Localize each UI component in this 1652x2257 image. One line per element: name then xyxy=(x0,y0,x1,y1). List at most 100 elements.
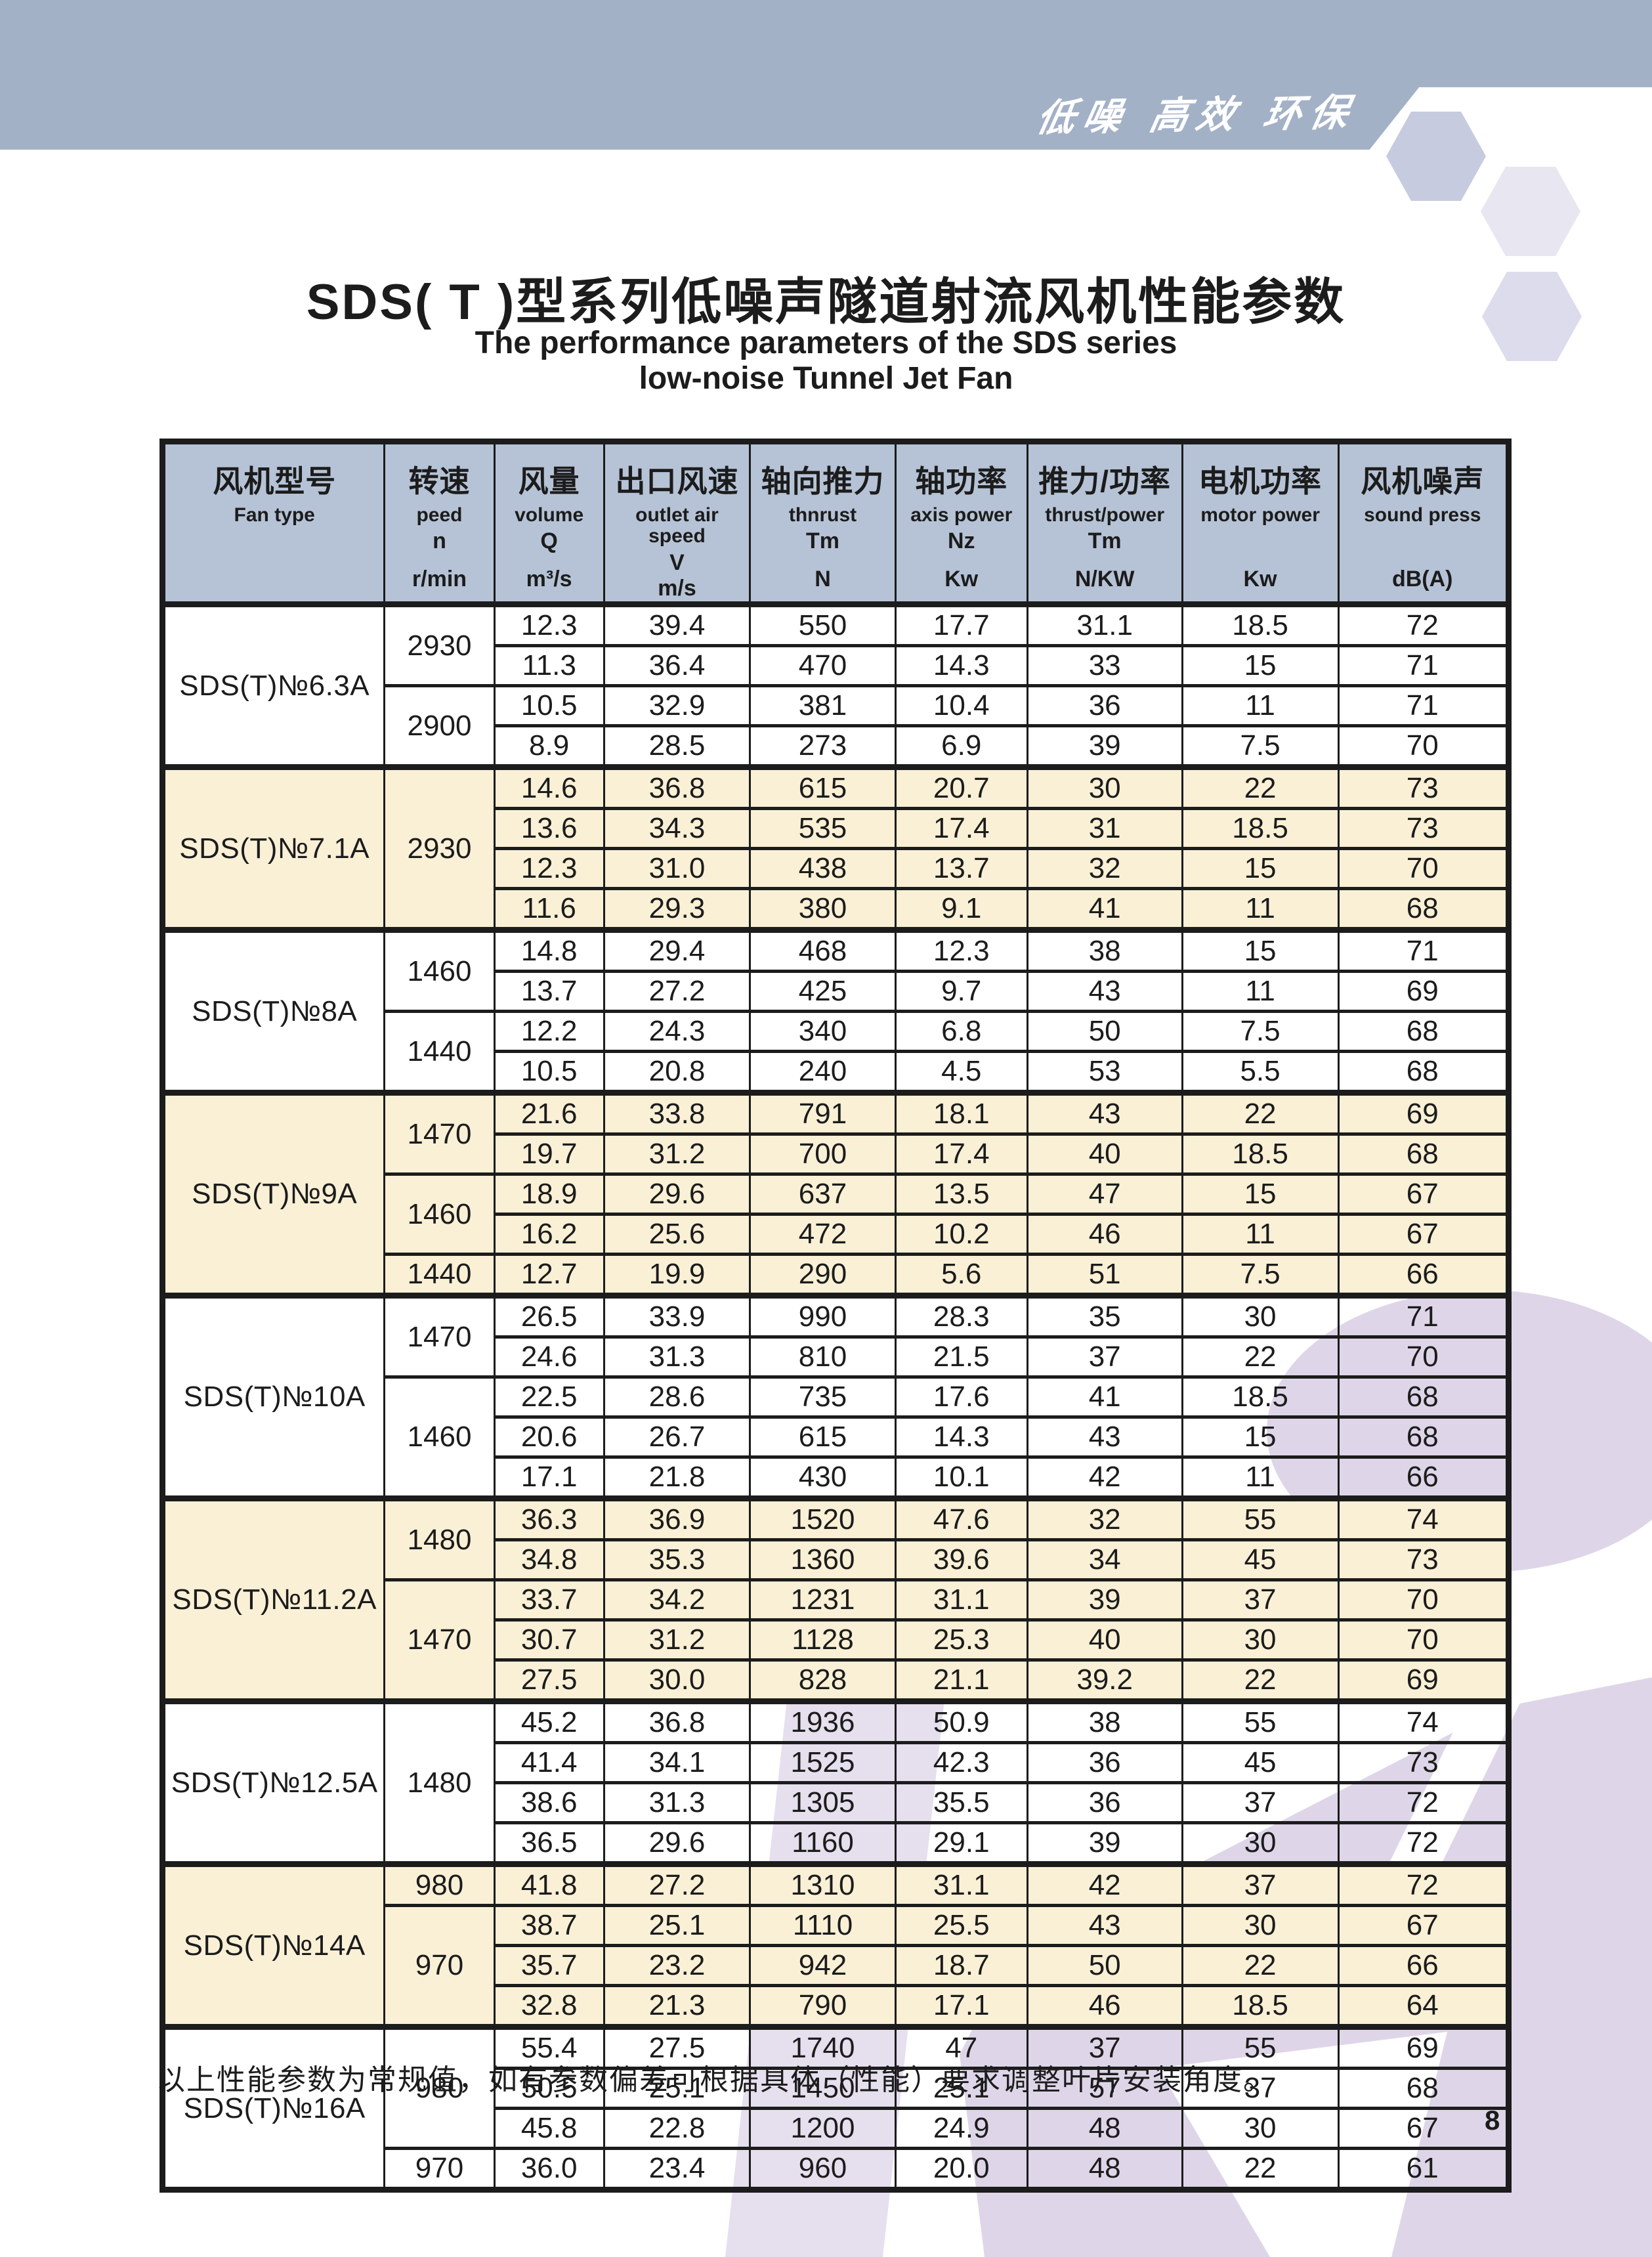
value-cell: 36.3 xyxy=(493,1495,605,1540)
value-cell: 22 xyxy=(1181,1335,1340,1377)
value-cell: 10.1 xyxy=(894,1455,1028,1499)
value-cell: 11 xyxy=(1181,684,1340,726)
value-cell: 24.6 xyxy=(493,1335,605,1377)
value-cell: 21.5 xyxy=(894,1335,1028,1377)
value-cell: 20.7 xyxy=(894,764,1028,809)
value-cell: 37 xyxy=(1181,1578,1340,1620)
value-cell: 24.9 xyxy=(894,2107,1028,2149)
top-banner xyxy=(0,0,1652,150)
value-cell: 36.0 xyxy=(493,2147,605,2190)
value-cell: 55 xyxy=(1181,2024,1340,2069)
header-row: 风机型号 Fan type 转速 peed n r/min 风量 volume … xyxy=(161,441,1510,607)
table-row: SDS(T)№8A 1460 14.8 29.4 468 12.3 38 15 71 xyxy=(161,927,1510,1093)
value-cell: 11.6 xyxy=(493,887,605,930)
speed-cell: 1460 xyxy=(383,1375,496,1499)
value-cell: 72 xyxy=(1337,1861,1510,1906)
value-cell: 39 xyxy=(1026,1578,1183,1620)
col-header-axis-power: 轴功率 axis power Nz Kw xyxy=(894,441,1028,607)
value-cell: 36 xyxy=(1026,684,1183,726)
value-cell: 41 xyxy=(1026,1375,1183,1417)
value-cell: 22 xyxy=(1181,1658,1340,1702)
value-cell: 57 xyxy=(1026,2067,1183,2109)
value-cell: 18.5 xyxy=(1181,807,1340,849)
value-cell: 18.5 xyxy=(1181,1984,1340,2027)
table-row: 970 38.7 25.1 1110 25.5 43 30 67 xyxy=(163,1904,1510,2027)
value-cell: 34.2 xyxy=(603,1578,752,1620)
fan-model-cell: SDS(T)№9A xyxy=(161,1090,386,1296)
value-cell: 55 xyxy=(1181,1495,1340,1540)
value-cell: 615 xyxy=(749,1415,897,1457)
header-zh: 轴向推力 xyxy=(761,464,885,498)
value-cell: 72 xyxy=(1337,601,1510,646)
table-row: 12.3 31.0 438 13.7 32 15 70 xyxy=(163,847,1510,889)
table-row: 20.6 26.7 615 14.3 43 15 68 xyxy=(163,1415,1510,1457)
value-cell: 32 xyxy=(1026,1495,1183,1540)
value-cell: 68 xyxy=(1337,1010,1510,1052)
col-header-noise: 风机噪声 sound press dB(A) xyxy=(1337,441,1510,607)
value-cell: 11 xyxy=(1181,970,1340,1012)
table-row: 35.7 23.2 942 18.7 50 22 66 xyxy=(163,1944,1510,1986)
value-cell: 37 xyxy=(1026,1335,1183,1377)
value-cell: 32.9 xyxy=(603,684,752,726)
value-cell: 26.7 xyxy=(603,1415,752,1457)
value-cell: 48 xyxy=(1026,2147,1183,2190)
header-zh: 风机噪声 xyxy=(1361,464,1485,498)
header-unit: m/s xyxy=(658,575,696,601)
header-unit: m³/s xyxy=(526,567,572,591)
speed-cell: 970 xyxy=(383,2147,496,2190)
value-cell: 36.8 xyxy=(603,764,752,809)
value-cell: 42 xyxy=(1026,1861,1183,1906)
header-zh: 电机功率 xyxy=(1198,464,1323,498)
value-cell: 14.8 xyxy=(493,927,605,972)
speed-cell: 2930 xyxy=(383,764,496,930)
value-cell: 22.5 xyxy=(493,1375,605,1417)
header-en: motor power xyxy=(1200,504,1320,526)
value-cell: 340 xyxy=(749,1010,897,1052)
value-cell: 735 xyxy=(749,1375,897,1417)
value-cell: 1128 xyxy=(749,1618,897,1660)
value-cell: 30 xyxy=(1181,1904,1340,1946)
value-cell: 68 xyxy=(1337,1132,1510,1174)
value-cell: 43 xyxy=(1026,1090,1183,1134)
value-cell: 35 xyxy=(1026,1293,1183,1337)
value-cell: 48 xyxy=(1026,2107,1183,2149)
table-row: 11.6 29.3 380 9.1 41 11 68 xyxy=(163,887,1510,930)
value-cell: 960 xyxy=(749,2147,897,2190)
value-cell: 27.5 xyxy=(603,2024,752,2069)
value-cell: 791 xyxy=(749,1090,897,1134)
value-cell: 67 xyxy=(1337,1904,1510,1946)
value-cell: 1231 xyxy=(749,1578,897,1620)
value-cell: 550 xyxy=(749,601,897,646)
value-cell: 14.3 xyxy=(894,1415,1028,1457)
header-en: volume xyxy=(515,504,584,526)
col-header-axial-thrust: 轴向推力 thnrust Tm N xyxy=(749,441,897,607)
value-cell: 64 xyxy=(1337,1984,1510,2027)
value-cell: 69 xyxy=(1337,1658,1510,1702)
value-cell: 35.7 xyxy=(493,1944,605,1986)
fan-model-cell: SDS(T)№10A xyxy=(161,1293,386,1499)
value-cell: 18.5 xyxy=(1181,1375,1340,1417)
value-cell: 25.1 xyxy=(603,1904,752,1946)
col-header-thrust-power: 推力/功率 thrust/power Tm N/KW xyxy=(1026,441,1183,607)
value-cell: 34.8 xyxy=(493,1538,605,1580)
value-cell: 1740 xyxy=(749,2024,897,2069)
value-cell: 25.6 xyxy=(603,1213,752,1255)
banner-slogan: 低噪 高效 环保 xyxy=(1032,90,1361,140)
fan-model-cell: SDS(T)№14A xyxy=(161,1861,386,2027)
header-unit: r/min xyxy=(412,567,467,591)
value-cell: 20.6 xyxy=(493,1415,605,1457)
value-cell: 12.7 xyxy=(493,1253,605,1296)
value-cell: 6.9 xyxy=(894,724,1028,767)
value-cell: 1305 xyxy=(749,1781,897,1823)
value-cell: 68 xyxy=(1337,1375,1510,1417)
value-cell: 1310 xyxy=(749,1861,897,1906)
value-cell: 73 xyxy=(1337,764,1510,809)
header-zh: 风机型号 xyxy=(213,464,337,498)
table-row: SDS(T)№7.1A 2930 14.6 36.8 615 20.7 30 22 73 xyxy=(161,764,1510,930)
speed-cell: 980 xyxy=(383,2024,496,2149)
fan-model-cell: SDS(T)№7.1A xyxy=(161,764,386,930)
value-cell: 42 xyxy=(1026,1455,1183,1499)
table-section: SDS(T)№7.1A 2930 14.6 36.8 615 20.7 30 22 73 13.6… xyxy=(161,764,1510,930)
col-header-volume: 风量 volume Q m³/s xyxy=(493,441,605,607)
